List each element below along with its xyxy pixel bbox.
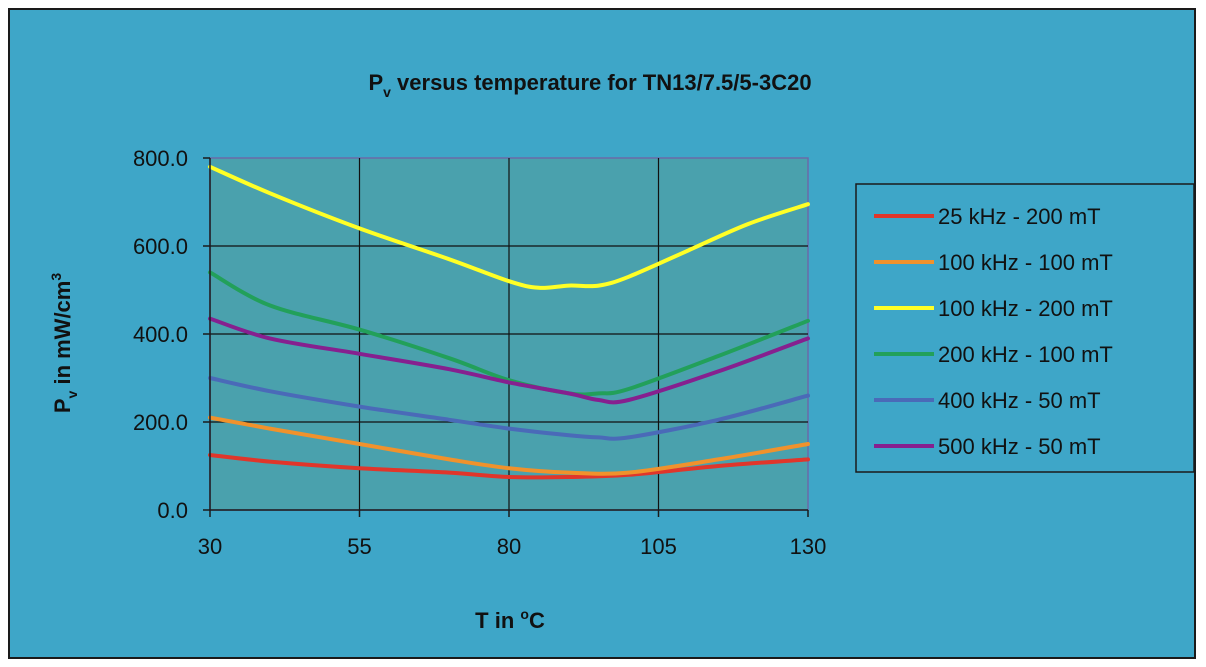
legend: 25 kHz - 200 mT 100 kHz - 100 mT 100 kHz -… — [855, 183, 1195, 473]
legend-label: 200 kHz - 100 mT — [938, 342, 1113, 367]
legend-label: 500 kHz - 50 mT — [938, 434, 1101, 459]
legend-label: 25 kHz - 200 mT — [938, 204, 1101, 229]
y-tick-label: 800.0 — [133, 146, 188, 171]
y-tick-label: 400.0 — [133, 322, 188, 347]
x-axis-label: T in oC — [475, 606, 545, 633]
legend-box — [855, 183, 1195, 473]
series-lines — [208, 164, 810, 480]
x-tick-label: 105 — [640, 534, 677, 559]
x-tick-label: 130 — [790, 534, 827, 559]
legend-label: 100 kHz - 100 mT — [938, 250, 1113, 275]
chart-frame: Pv versus temperature for TN13/7.5/5-3C2… — [8, 8, 1196, 659]
series-line-5 — [208, 376, 810, 441]
series-line-2 — [208, 415, 810, 476]
x-tick-label: 80 — [497, 534, 521, 559]
legend-label: 400 kHz - 50 mT — [938, 388, 1101, 413]
legend-label: 100 kHz - 200 mT — [938, 296, 1113, 321]
legend-items: 25 kHz - 200 mT 100 kHz - 100 mT 100 kHz -… — [874, 204, 1113, 459]
series-line-1 — [208, 453, 810, 480]
chart-title: Pv versus temperature for TN13/7.5/5-3C2… — [368, 70, 811, 100]
y-tick-label: 200.0 — [133, 410, 188, 435]
x-tick-label: 30 — [198, 534, 222, 559]
y-axis-label: Pv in mW/cm3 — [48, 273, 80, 414]
series-line-6 — [208, 316, 810, 405]
y-tick-label: 600.0 — [133, 234, 188, 259]
x-tick-label: 55 — [347, 534, 371, 559]
chart-svg: Pv versus temperature for TN13/7.5/5-3C2… — [8, 8, 1196, 659]
axis-ticks: 30 55 80 105 130 0.0 200.0 400.0 600.0 800.0 — [133, 146, 826, 559]
y-tick-label: 0.0 — [157, 498, 188, 523]
series-line-3 — [208, 164, 810, 290]
